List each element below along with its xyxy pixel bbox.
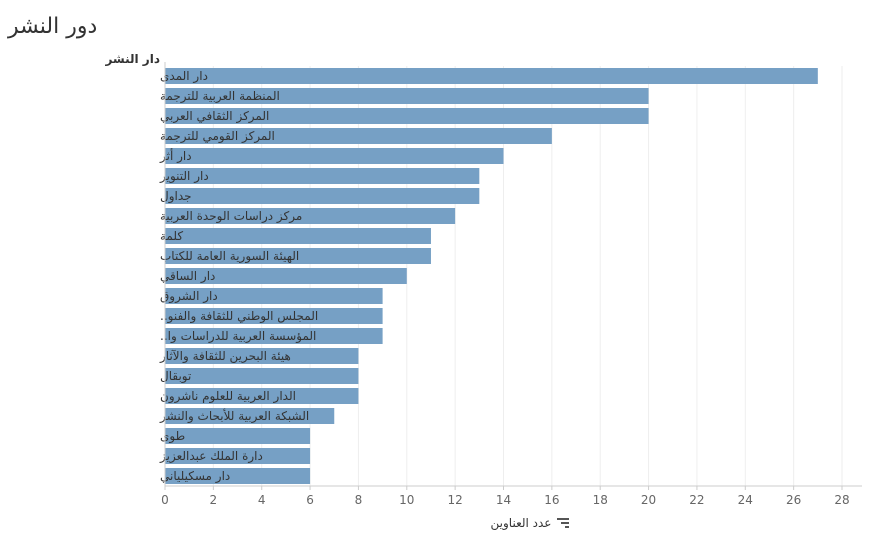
x-tick-label: 8 [355, 493, 363, 507]
bars [165, 68, 818, 484]
category-label: دار الشروق [160, 289, 218, 304]
bar[interactable] [165, 228, 431, 244]
bar[interactable] [165, 128, 552, 144]
category-label: دار المدى [160, 69, 208, 84]
bar[interactable] [165, 68, 818, 84]
x-tick-label: 22 [689, 493, 704, 507]
category-label: الهيئة السورية العامة للكتاب [160, 249, 299, 264]
bar[interactable] [165, 448, 311, 464]
x-axis-ticks: 0 2 4 6 8 10 12 14 16 18 20 22 24 26 28 [161, 62, 862, 507]
bar[interactable] [165, 168, 480, 184]
bar[interactable] [165, 88, 649, 104]
category-label: كلمة [160, 229, 183, 243]
category-label: المؤسسة العربية للدراسات وا.. [160, 329, 316, 344]
category-label: المركز القومي للترجمة [160, 129, 275, 144]
category-label: جداول [160, 189, 192, 204]
category-label: هيئة البحرين للثقافة والآثار [159, 349, 291, 364]
x-tick-label: 2 [210, 493, 218, 507]
bar[interactable] [165, 288, 383, 304]
bar[interactable] [165, 268, 407, 284]
bar[interactable] [165, 388, 359, 404]
bar[interactable] [165, 368, 359, 384]
x-axis-title-text: عدد العناوين [490, 516, 552, 530]
category-label: الشبكة العربية للأبحاث والنشر [159, 408, 309, 424]
category-label: مركز دراسات الوحدة العربية [160, 209, 302, 224]
bar[interactable] [165, 428, 311, 444]
bar[interactable] [165, 108, 649, 124]
category-label: المركز الثقافي العربي [160, 109, 269, 124]
bar[interactable] [165, 308, 383, 324]
x-tick-label: 20 [641, 493, 656, 507]
x-tick-label: 16 [544, 493, 559, 507]
category-label: دار التنوير [159, 169, 209, 184]
sort-descending-icon[interactable] [557, 518, 570, 528]
x-tick-label: 6 [306, 493, 314, 507]
chart-title: دور النشر [8, 14, 98, 39]
category-labels: دار المدى المنظمة العربية للترجمة المركز ا… [159, 69, 318, 484]
category-label: المجلس الوطني للثقافة والفنو.. [160, 309, 318, 324]
bar[interactable] [165, 188, 480, 204]
x-tick-label: 10 [399, 493, 414, 507]
x-tick-label: 14 [496, 493, 511, 507]
category-label: طوى [160, 429, 185, 444]
bar[interactable] [165, 348, 359, 364]
bar[interactable] [165, 408, 335, 424]
category-label: دارة الملك عبدالعزيز [159, 449, 263, 464]
x-tick-label: 28 [834, 493, 849, 507]
x-tick-label: 18 [593, 493, 608, 507]
bar[interactable] [165, 248, 431, 264]
x-tick-label: 0 [161, 493, 169, 507]
category-label: دار مسكيلياني [160, 469, 230, 484]
bar[interactable] [165, 148, 504, 164]
x-tick-label: 26 [786, 493, 801, 507]
x-tick-label: 24 [738, 493, 753, 507]
category-label: المنظمة العربية للترجمة [160, 89, 280, 104]
x-tick-label: 12 [448, 493, 463, 507]
category-label: دار أثر [159, 148, 192, 164]
x-axis-title[interactable]: عدد العناوين [470, 516, 590, 530]
bar[interactable] [165, 328, 383, 344]
category-label: الدار العربية للعلوم ناشرون [160, 389, 296, 404]
category-label: دار الساقي [160, 269, 215, 284]
bar[interactable] [165, 468, 311, 484]
row-header-label: دار النشر [105, 52, 160, 66]
bar[interactable] [165, 208, 456, 224]
category-label: توبقال [160, 369, 191, 384]
x-tick-label: 4 [258, 493, 266, 507]
